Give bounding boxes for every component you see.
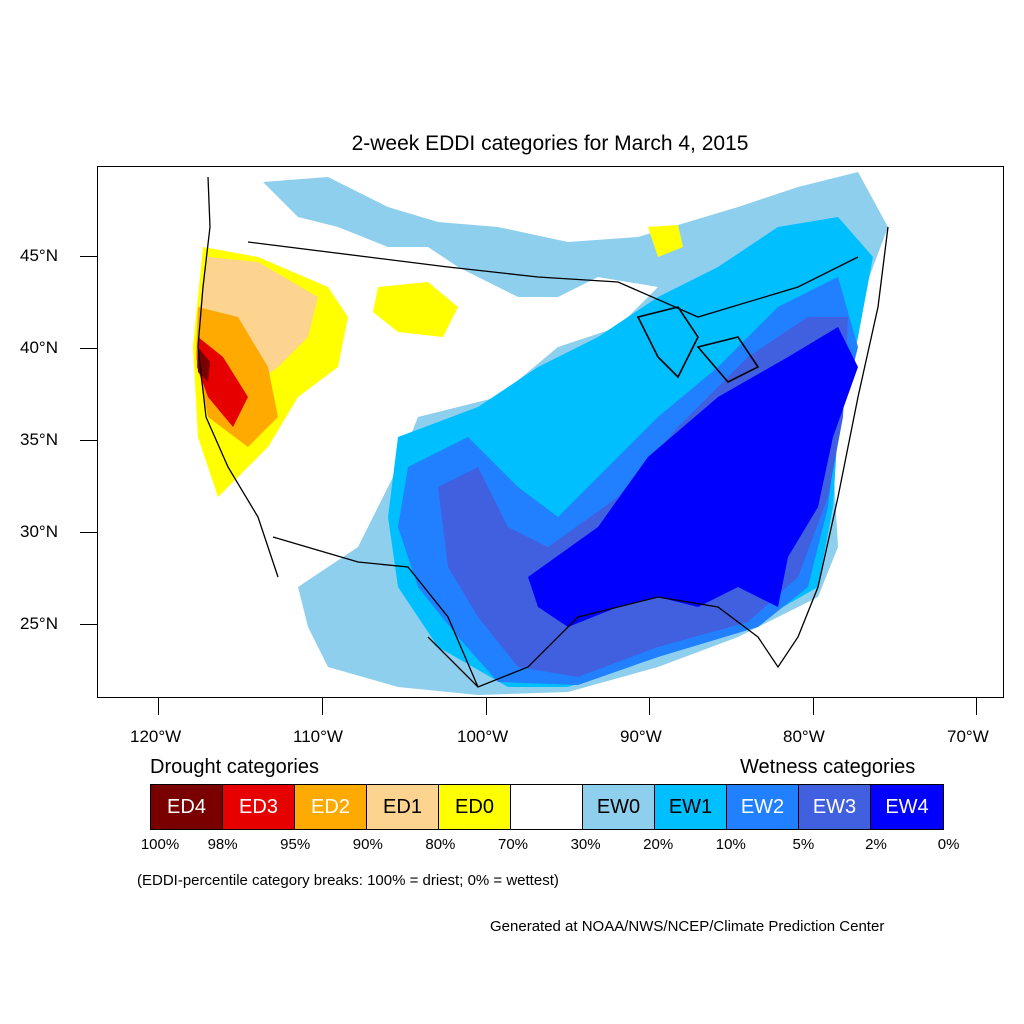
map-title: 2-week EDDI categories for March 4, 2015 bbox=[351, 132, 749, 155]
x-tick-mark bbox=[813, 698, 814, 715]
boundaries bbox=[197, 176, 889, 688]
y-tick-mark bbox=[80, 256, 97, 257]
y-tick-mark bbox=[80, 348, 97, 349]
x-tick-label-80w: 80°W bbox=[783, 727, 825, 746]
x-tick-label-120w: 120°W bbox=[130, 727, 182, 746]
x-tick-mark bbox=[158, 698, 159, 715]
legend-break-label: 98% bbox=[207, 836, 238, 853]
map-panel bbox=[97, 166, 1004, 698]
legend-break-label: 95% bbox=[280, 836, 311, 853]
y-tick-mark bbox=[80, 440, 97, 441]
legend-cell-ew0: EW0 bbox=[583, 785, 655, 829]
credit-text: Generated at NOAA/NWS/NCEP/Climate Predi… bbox=[490, 918, 885, 935]
coastline-west bbox=[197, 176, 279, 578]
ed0-patch-east bbox=[648, 225, 683, 257]
legend-colorbar: ED4 ED3 ED2 ED1 ED0 EW0 EW1 EW2 EW3 EW4 bbox=[150, 784, 944, 830]
y-tick-mark bbox=[80, 532, 97, 533]
y-tick-label-45n: 45°N bbox=[20, 246, 58, 265]
x-tick-mark bbox=[486, 698, 487, 715]
legend-break-label: 2% bbox=[865, 836, 887, 853]
legend-break-label: 10% bbox=[715, 836, 746, 853]
coastline-gulf-east bbox=[427, 226, 889, 688]
category-note: (EDDI-percentile category breaks: 100% =… bbox=[137, 872, 559, 889]
legend-break-label: 70% bbox=[497, 836, 529, 853]
legend-cell-ew3: EW3 bbox=[799, 785, 871, 829]
eddi-map bbox=[193, 172, 889, 695]
legend-break-label: 90% bbox=[352, 836, 383, 853]
drought-heading: Drought categories bbox=[150, 756, 319, 778]
legend-break-label: 100% bbox=[140, 836, 180, 853]
ed3-region bbox=[197, 337, 248, 427]
legend-cell-ew4: EW4 bbox=[871, 785, 943, 829]
wetness-shading bbox=[263, 172, 888, 695]
x-tick-label-110w: 110°W bbox=[293, 727, 343, 746]
legend-cell-ed4: ED4 bbox=[151, 785, 223, 829]
x-tick-label-70w: 70°W bbox=[947, 727, 989, 746]
legend-break-label: 80% bbox=[425, 836, 456, 853]
y-tick-mark bbox=[80, 624, 97, 625]
x-tick-label-100w: 100°W bbox=[457, 727, 509, 746]
y-tick-label-25n: 25°N bbox=[20, 614, 58, 633]
legend-break-label: 20% bbox=[643, 836, 674, 853]
legend-cell-neutral bbox=[511, 785, 583, 829]
legend-cell-ed1: ED1 bbox=[367, 785, 439, 829]
ed2-region bbox=[196, 307, 278, 447]
legend-cell-ed0: ED0 bbox=[439, 785, 511, 829]
legend-cell-ed3: ED3 bbox=[223, 785, 295, 829]
ew4-region bbox=[528, 327, 858, 627]
legend-cell-ed2: ED2 bbox=[295, 785, 367, 829]
legend-cell-ew2: EW2 bbox=[727, 785, 799, 829]
x-tick-label-90w: 90°W bbox=[620, 727, 662, 746]
legend-break-label: 0% bbox=[937, 836, 960, 853]
great-lakes bbox=[636, 306, 760, 383]
y-tick-label-30n: 30°N bbox=[20, 522, 58, 541]
x-tick-mark bbox=[322, 698, 323, 715]
border-canada bbox=[247, 241, 859, 318]
legend-break-label: 30% bbox=[570, 836, 601, 853]
legend-cell-ew1: EW1 bbox=[655, 785, 727, 829]
y-tick-label-35n: 35°N bbox=[20, 430, 58, 449]
border-mexico bbox=[272, 536, 479, 688]
drought-shading bbox=[193, 225, 683, 497]
x-tick-mark bbox=[649, 698, 650, 715]
wetness-heading: Wetness categories bbox=[740, 756, 916, 778]
y-tick-label-40n: 40°N bbox=[20, 338, 58, 357]
legend-break-label: 5% bbox=[792, 836, 815, 853]
x-tick-mark bbox=[976, 698, 977, 715]
ed0-patch-north bbox=[373, 282, 458, 337]
